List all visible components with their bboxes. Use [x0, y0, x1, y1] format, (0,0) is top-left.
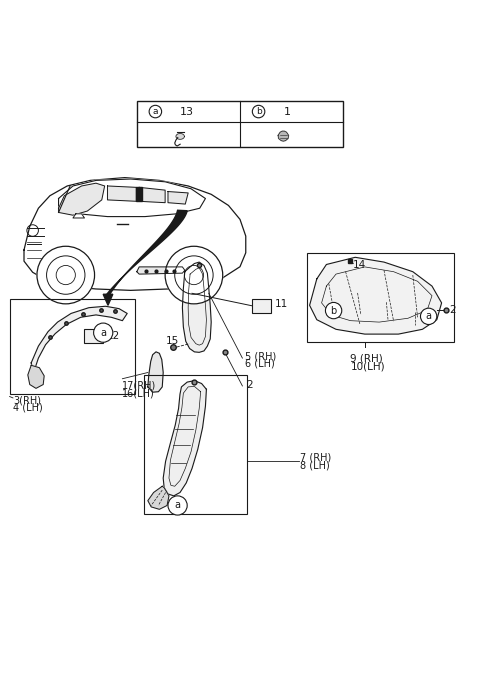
- Polygon shape: [278, 131, 288, 141]
- Text: 17(RH): 17(RH): [122, 381, 156, 390]
- Circle shape: [165, 246, 223, 304]
- Bar: [10, 299, 135, 394]
- Text: 15: 15: [166, 336, 179, 347]
- Text: a: a: [175, 501, 180, 510]
- Polygon shape: [148, 352, 163, 392]
- Polygon shape: [106, 210, 187, 295]
- Polygon shape: [59, 179, 205, 217]
- Circle shape: [420, 308, 437, 324]
- Text: b: b: [256, 107, 262, 116]
- Bar: [84, 329, 103, 343]
- Polygon shape: [163, 381, 206, 496]
- Bar: [307, 254, 454, 343]
- Text: a: a: [426, 312, 432, 321]
- Text: 2: 2: [449, 305, 456, 314]
- Text: 14: 14: [353, 260, 367, 269]
- Text: 12: 12: [107, 331, 120, 341]
- Text: 3(RH): 3(RH): [13, 395, 41, 405]
- Polygon shape: [28, 365, 44, 388]
- Polygon shape: [108, 186, 136, 201]
- Polygon shape: [310, 257, 442, 334]
- Text: 1: 1: [283, 106, 290, 116]
- Circle shape: [94, 323, 113, 343]
- Polygon shape: [24, 178, 246, 290]
- Text: a: a: [153, 107, 158, 116]
- Text: 4 (LH): 4 (LH): [13, 402, 43, 413]
- Text: 9 (RH): 9 (RH): [350, 354, 383, 364]
- Polygon shape: [103, 294, 113, 306]
- Text: a: a: [100, 328, 106, 338]
- Polygon shape: [136, 187, 142, 201]
- Circle shape: [149, 105, 162, 118]
- Text: 6 (LH): 6 (LH): [245, 359, 275, 369]
- Bar: [252, 299, 271, 313]
- Polygon shape: [31, 306, 127, 372]
- Text: 13: 13: [180, 106, 194, 116]
- Polygon shape: [182, 262, 211, 353]
- Circle shape: [252, 105, 265, 118]
- Text: 2: 2: [246, 380, 252, 390]
- Polygon shape: [168, 192, 188, 204]
- Bar: [137, 102, 343, 147]
- Circle shape: [325, 302, 342, 319]
- Bar: [144, 375, 247, 514]
- Polygon shape: [59, 183, 105, 215]
- Text: 10(LH): 10(LH): [350, 361, 385, 371]
- Text: 7 (RH): 7 (RH): [300, 452, 331, 462]
- Text: 16(LH): 16(LH): [122, 388, 155, 398]
- Circle shape: [37, 246, 95, 304]
- Circle shape: [168, 496, 187, 515]
- Text: b: b: [330, 306, 337, 316]
- Polygon shape: [148, 487, 169, 509]
- Polygon shape: [176, 133, 184, 139]
- Text: 8 (LH): 8 (LH): [300, 460, 330, 470]
- Polygon shape: [137, 267, 185, 274]
- Text: 11: 11: [275, 299, 288, 309]
- Polygon shape: [73, 214, 84, 218]
- Polygon shape: [139, 187, 165, 203]
- Text: 5 (RH): 5 (RH): [245, 352, 276, 361]
